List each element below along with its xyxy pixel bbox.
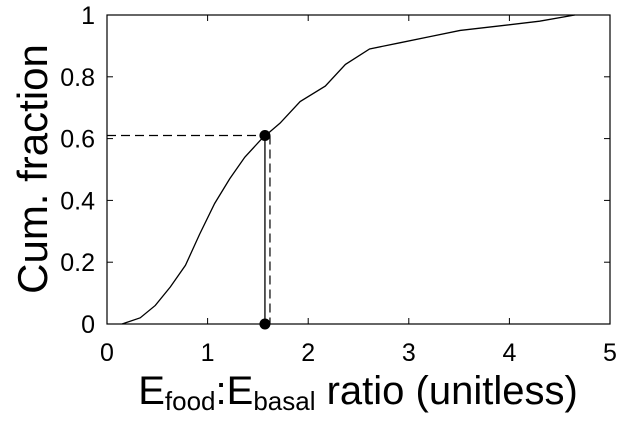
- y-tick-label: 0.2: [60, 249, 95, 277]
- y-tick-label: 0: [81, 311, 95, 339]
- x-tick-label: 3: [402, 339, 416, 367]
- x-label-subscript: basal: [253, 386, 315, 416]
- y-axis-label: Cum. fraction: [9, 44, 56, 294]
- plot-frame: [106, 14, 611, 325]
- x-label-part: ratio (unitless): [315, 369, 577, 413]
- x-label-part: :E: [216, 369, 254, 413]
- x-label-subscript: food: [165, 386, 216, 416]
- x-tick-label: 5: [603, 339, 617, 367]
- y-tick-label: 1: [81, 2, 95, 30]
- x-tick-label: 4: [502, 339, 516, 367]
- y-tick-label: 0.8: [60, 64, 95, 92]
- marker-point: [259, 318, 271, 330]
- x-tick-label: 2: [301, 339, 315, 367]
- x-tick-label: 1: [201, 339, 215, 367]
- x-axis-label: Efood:Ebasal ratio (unitless): [138, 369, 578, 416]
- cdf-line: [121, 14, 575, 325]
- y-tick-label: 0.4: [60, 187, 95, 215]
- y-tick-label: 0.6: [60, 126, 95, 154]
- marker-point: [259, 130, 271, 142]
- x-label-part: E: [138, 369, 165, 413]
- x-tick-label: 0: [100, 339, 114, 367]
